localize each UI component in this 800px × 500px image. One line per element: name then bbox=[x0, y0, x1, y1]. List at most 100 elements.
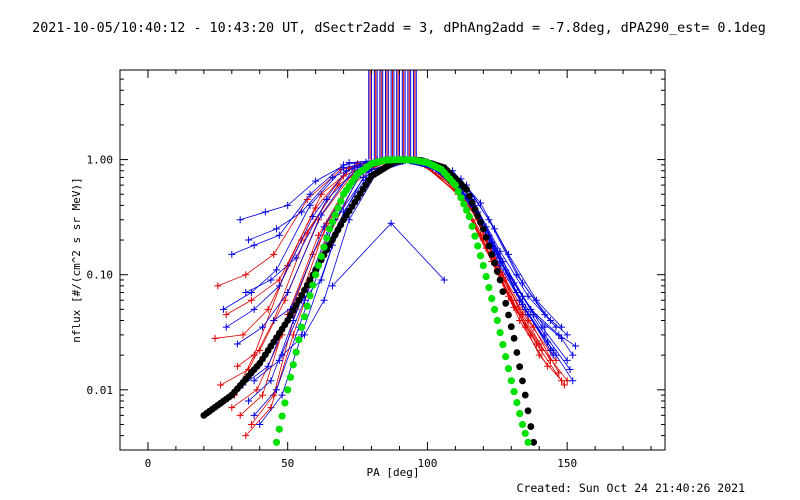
data-point bbox=[323, 195, 331, 203]
fit-point bbox=[519, 377, 526, 385]
data-point bbox=[328, 282, 336, 290]
fit-point bbox=[510, 388, 518, 396]
fit-point bbox=[499, 340, 507, 349]
data-point bbox=[247, 420, 255, 428]
data-point bbox=[569, 351, 577, 359]
fit-point bbox=[317, 252, 325, 260]
data-point bbox=[267, 377, 275, 385]
fit-point bbox=[320, 243, 328, 251]
data-point bbox=[306, 190, 314, 198]
y-tick-label: 0.01 bbox=[87, 384, 114, 397]
fit-point bbox=[474, 212, 482, 220]
fit-point bbox=[482, 233, 490, 241]
data-point bbox=[239, 331, 247, 339]
data-point bbox=[284, 289, 292, 297]
data-point bbox=[312, 177, 320, 185]
data-point bbox=[563, 356, 571, 364]
data-point bbox=[273, 266, 281, 274]
fit-point bbox=[303, 281, 311, 289]
data-point bbox=[541, 323, 549, 331]
vertical-markers bbox=[368, 70, 417, 160]
data-point bbox=[275, 282, 283, 290]
fit-point bbox=[477, 218, 484, 226]
data-point bbox=[250, 377, 258, 385]
fit-point bbox=[309, 281, 317, 289]
fit-point bbox=[323, 234, 331, 242]
data-point bbox=[261, 208, 269, 216]
axes: 0 50 100 150 0.01 0.10 1.00 bbox=[87, 69, 665, 470]
fit-point bbox=[329, 236, 336, 244]
data-point bbox=[253, 386, 261, 394]
fit-point bbox=[496, 328, 504, 337]
series-line bbox=[253, 160, 557, 382]
data-point bbox=[219, 305, 227, 313]
data-point bbox=[560, 381, 568, 389]
data-point bbox=[256, 346, 264, 354]
plot-area bbox=[200, 70, 580, 446]
data-point bbox=[233, 362, 241, 370]
data-point bbox=[228, 404, 236, 412]
fit-point bbox=[524, 438, 532, 446]
fit-point bbox=[499, 288, 507, 296]
data-point bbox=[259, 391, 267, 399]
data-point bbox=[552, 351, 560, 359]
fit-point bbox=[479, 261, 487, 270]
data-point bbox=[247, 296, 255, 304]
fit-point bbox=[303, 302, 311, 310]
data-point bbox=[267, 276, 275, 284]
fit-point bbox=[331, 231, 339, 239]
series-red-7 bbox=[214, 156, 563, 377]
data-point bbox=[259, 323, 267, 331]
data-point bbox=[300, 331, 308, 339]
data-point bbox=[250, 411, 258, 419]
series-blue-12 bbox=[228, 156, 560, 331]
fit-point bbox=[331, 211, 339, 219]
data-point bbox=[558, 334, 566, 342]
series-red-5 bbox=[236, 157, 552, 419]
data-point bbox=[317, 190, 325, 198]
data-point bbox=[278, 351, 286, 359]
data-point bbox=[496, 262, 504, 270]
fit-point bbox=[504, 365, 513, 373]
fit-point bbox=[284, 386, 292, 394]
data-point bbox=[242, 432, 250, 440]
data-point bbox=[236, 411, 244, 419]
fit-point bbox=[292, 301, 300, 309]
data-point bbox=[222, 323, 230, 331]
data-point bbox=[309, 213, 317, 221]
fit-point bbox=[306, 276, 314, 284]
data-point bbox=[566, 366, 574, 374]
data-point bbox=[273, 225, 281, 233]
fit-point bbox=[502, 299, 510, 307]
fit-point bbox=[337, 221, 345, 229]
data-point bbox=[303, 195, 311, 203]
series-line bbox=[251, 159, 532, 425]
fit-point bbox=[465, 212, 473, 221]
fit-point bbox=[326, 241, 334, 249]
fit-point bbox=[488, 294, 496, 303]
created-footer: Created: Sun Oct 24 21:40:26 2021 bbox=[517, 481, 746, 495]
fit-point bbox=[298, 291, 306, 299]
fit-point bbox=[474, 242, 482, 250]
data-point bbox=[256, 420, 264, 428]
fit-point bbox=[496, 276, 504, 284]
data-point bbox=[572, 342, 580, 350]
fit-curves bbox=[200, 155, 538, 446]
fit-point bbox=[451, 181, 459, 189]
x-tick-label: 100 bbox=[417, 457, 437, 470]
data-point bbox=[275, 356, 283, 364]
data-point bbox=[518, 292, 526, 300]
fit-point bbox=[507, 377, 515, 385]
fit-point bbox=[306, 292, 314, 300]
fit-point bbox=[292, 348, 300, 356]
data-point bbox=[544, 362, 552, 370]
fit-point bbox=[521, 429, 529, 437]
data-point bbox=[278, 391, 286, 399]
fit-point bbox=[471, 205, 479, 213]
data-point bbox=[549, 346, 557, 354]
fit-point bbox=[516, 409, 524, 418]
fit-point bbox=[337, 197, 345, 205]
data-point bbox=[292, 254, 300, 262]
fit-point bbox=[493, 316, 501, 325]
